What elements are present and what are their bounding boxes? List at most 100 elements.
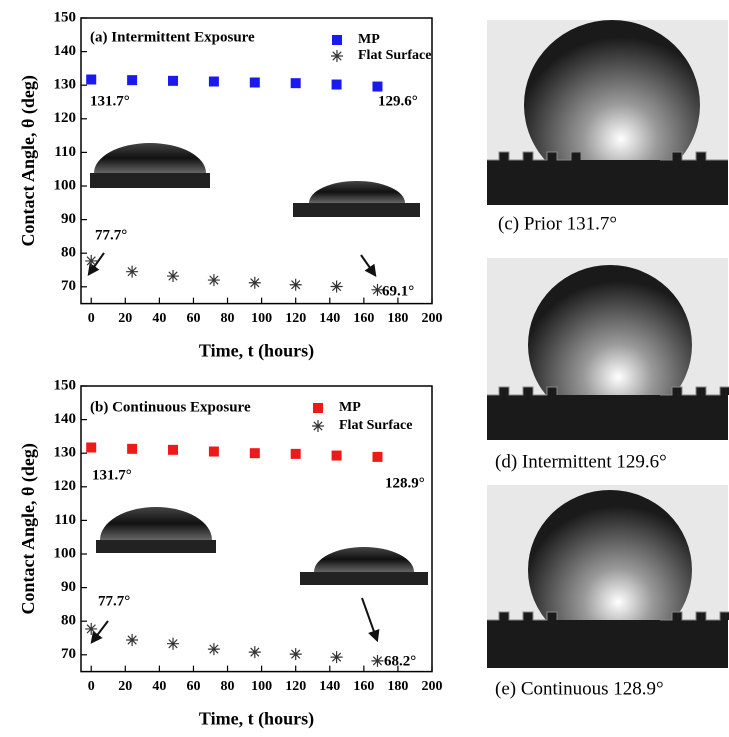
marker [248,646,261,659]
marker [168,444,179,455]
annotation: 68.2° [384,653,416,669]
x-tick-label: 160 [353,311,374,326]
y-tick-label: 150 [54,377,77,393]
annotation: 69.1° [382,283,414,299]
y-tick-label: 100 [54,545,77,561]
marker [372,81,383,92]
x-tick-label: 200 [422,679,443,694]
marker [207,643,220,656]
x-tick-label: 120 [285,311,306,326]
x-tick-label: 100 [251,311,272,326]
y-tick-label: 140 [54,43,77,59]
marker [85,622,98,635]
marker [331,450,342,461]
legend-label: MP [358,32,380,47]
marker [86,74,97,85]
marker [208,446,219,457]
x-tick-label: 160 [353,679,374,694]
x-tick-label: 100 [251,679,272,694]
legend-marker [312,420,324,432]
marker [167,637,180,650]
y-tick-label: 90 [61,579,76,595]
marker [248,276,261,289]
arrow [87,252,380,644]
image-caption: (c) Prior 131.7° [498,213,617,234]
y-tick-label: 70 [61,278,76,294]
marker [290,78,301,89]
y-tick-label: 150 [54,9,77,25]
annotation: 77.7° [98,593,130,609]
x-tick-label: 0 [88,679,95,694]
marker [168,75,179,86]
marker [330,651,343,664]
x-tick-label: 20 [118,679,132,694]
plot-frame [80,385,433,673]
y-tick-label: 80 [61,245,76,261]
plot-frame [80,17,433,305]
annotation: 77.7° [95,227,127,243]
y-tick-label: 110 [54,512,76,528]
x-axis-label: Time, t (hours) [199,341,314,362]
legend-label: Flat Surface [358,48,431,63]
image-caption: (e) Continuous 128.9° [495,678,664,699]
marker [85,254,98,267]
marker [86,442,97,453]
x-tick-label: 0 [88,311,95,326]
chart-title: (b) Continuous Exposure [90,399,251,415]
y-tick-label: 120 [54,478,77,494]
x-tick-label: 60 [186,311,200,326]
y-axis-label: Contact Angle, θ (deg) [18,75,39,246]
y-tick-label: 70 [61,646,76,662]
marker [371,654,384,667]
marker [371,283,384,296]
marker [330,280,343,293]
x-tick-label: 20 [118,311,132,326]
legend-label: MP [339,400,361,415]
y-tick-label: 140 [54,411,77,427]
x-tick-label: 60 [186,679,200,694]
droplet-inset [90,143,428,585]
x-tick-label: 80 [221,679,235,694]
marker [331,79,342,90]
y-tick-label: 110 [54,144,76,160]
marker [372,451,383,462]
marker [127,75,138,86]
y-tick-label: 100 [54,177,77,193]
annotation: 129.6° [378,93,418,109]
annotation: 128.9° [385,475,425,491]
droplet-photo [487,20,729,668]
marker [126,634,139,647]
x-tick-label: 140 [319,311,340,326]
x-tick-label: 40 [152,311,166,326]
x-axis-label: Time, t (hours) [199,709,314,730]
x-tick-label: 180 [387,679,408,694]
y-axis-label: Contact Angle, θ (deg) [18,443,39,614]
annotation: 131.7° [90,93,130,109]
marker [127,443,138,454]
y-tick-label: 130 [54,445,77,461]
marker [208,76,219,87]
marker [167,270,180,283]
marker [207,274,220,287]
x-tick-label: 200 [422,311,443,326]
y-tick-label: 130 [54,77,77,93]
marker [126,265,139,278]
x-tick-label: 80 [221,311,235,326]
annotation: 131.7° [92,467,132,483]
legend-marker [313,403,323,413]
x-tick-label: 180 [387,311,408,326]
marker [289,278,302,291]
marker [249,77,260,88]
legend-label: Flat Surface [339,418,412,433]
y-tick-label: 90 [61,211,76,227]
legend-marker [332,35,342,45]
y-tick-label: 120 [54,110,77,126]
legend-marker [331,50,343,62]
x-tick-label: 120 [285,679,306,694]
marker [289,648,302,661]
image-caption: (d) Intermittent 129.6° [495,451,667,472]
x-tick-label: 140 [319,679,340,694]
y-tick-label: 80 [61,613,76,629]
chart-title: (a) Intermittent Exposure [90,29,255,45]
